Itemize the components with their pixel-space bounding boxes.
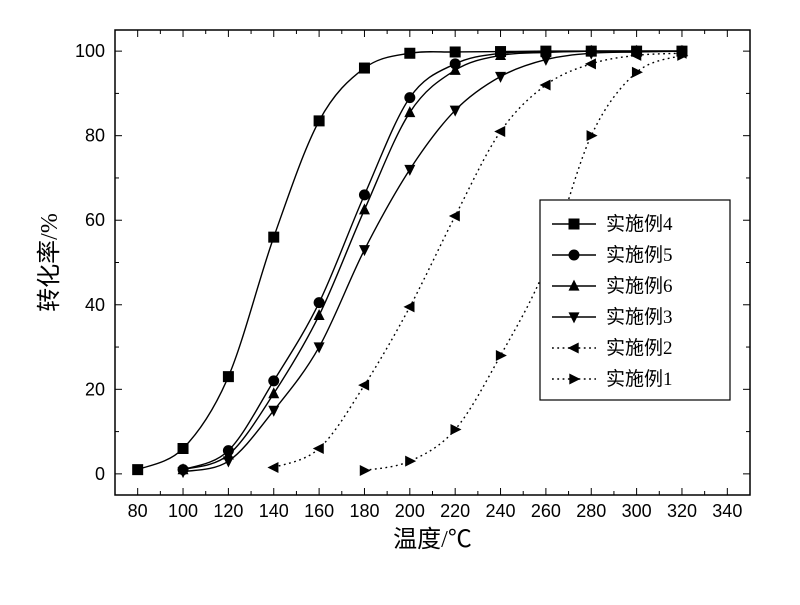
- marker-square: [314, 115, 325, 126]
- x-tick-label: 220: [440, 501, 470, 521]
- marker-square: [268, 232, 279, 243]
- x-axis-label: 温度/℃: [393, 526, 472, 553]
- chart-svg: 8010012014016018020022024026028030032034…: [0, 0, 800, 605]
- marker-square: [132, 464, 143, 475]
- x-tick-label: 180: [349, 501, 379, 521]
- marker-square: [569, 219, 580, 230]
- marker-square: [404, 48, 415, 59]
- x-tick-label: 100: [168, 501, 198, 521]
- y-tick-label: 60: [85, 210, 105, 230]
- marker-square: [450, 46, 461, 57]
- legend-label: 实施例3: [606, 306, 673, 328]
- legend-label: 实施例2: [606, 337, 673, 359]
- x-tick-label: 260: [531, 501, 561, 521]
- x-tick-label: 320: [667, 501, 697, 521]
- marker-circle: [404, 92, 415, 103]
- legend-label: 实施例4: [606, 213, 673, 235]
- marker-square: [178, 443, 189, 454]
- legend: 实施例4 实施例5 实施例6 实施例3 实施例2 实施例1: [540, 200, 730, 400]
- x-tick-label: 200: [395, 501, 425, 521]
- x-tick-label: 240: [486, 501, 516, 521]
- y-tick-label: 20: [85, 379, 105, 399]
- legend-label: 实施例1: [606, 368, 673, 390]
- marker-circle: [569, 250, 580, 261]
- x-tick-label: 160: [304, 501, 334, 521]
- marker-square: [359, 63, 370, 74]
- x-tick-label: 340: [712, 501, 742, 521]
- legend-label: 实施例5: [606, 244, 673, 266]
- x-tick-label: 280: [576, 501, 606, 521]
- x-tick-label: 120: [213, 501, 243, 521]
- y-tick-label: 40: [85, 295, 105, 315]
- marker-circle: [359, 189, 370, 200]
- x-tick-label: 80: [128, 501, 148, 521]
- y-axis-label: 转化率/%: [36, 213, 63, 312]
- y-tick-label: 100: [75, 41, 105, 61]
- legend-label: 实施例6: [606, 275, 673, 297]
- chart-container: 8010012014016018020022024026028030032034…: [0, 0, 800, 605]
- x-tick-label: 140: [259, 501, 289, 521]
- x-tick-label: 300: [622, 501, 652, 521]
- marker-square: [223, 371, 234, 382]
- y-tick-label: 80: [85, 126, 105, 146]
- marker-circle: [268, 375, 279, 386]
- y-tick-label: 0: [95, 464, 105, 484]
